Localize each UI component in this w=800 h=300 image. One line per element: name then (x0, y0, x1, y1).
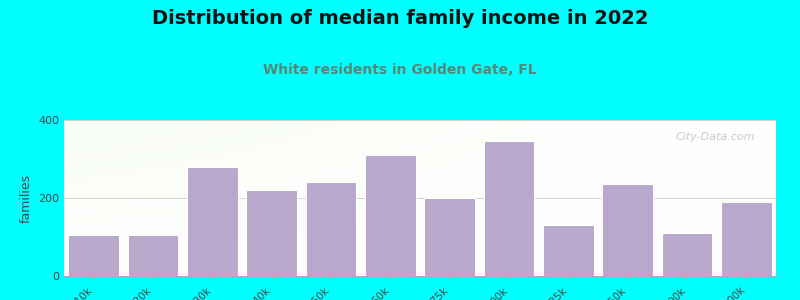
Bar (543, 225, 594, 276)
Bar (425, 198, 475, 276)
Bar (484, 141, 534, 276)
Bar (187, 167, 238, 276)
Text: White residents in Golden Gate, FL: White residents in Golden Gate, FL (263, 63, 537, 77)
Bar (662, 233, 712, 276)
Bar (721, 202, 771, 276)
Bar (602, 184, 653, 276)
Bar (306, 182, 356, 276)
Bar (365, 155, 415, 276)
Y-axis label: families: families (19, 173, 33, 223)
Bar (246, 190, 297, 276)
Text: City-Data.com: City-Data.com (675, 133, 754, 142)
Text: Distribution of median family income in 2022: Distribution of median family income in … (152, 9, 648, 28)
Bar (69, 235, 119, 276)
Bar (128, 235, 178, 276)
